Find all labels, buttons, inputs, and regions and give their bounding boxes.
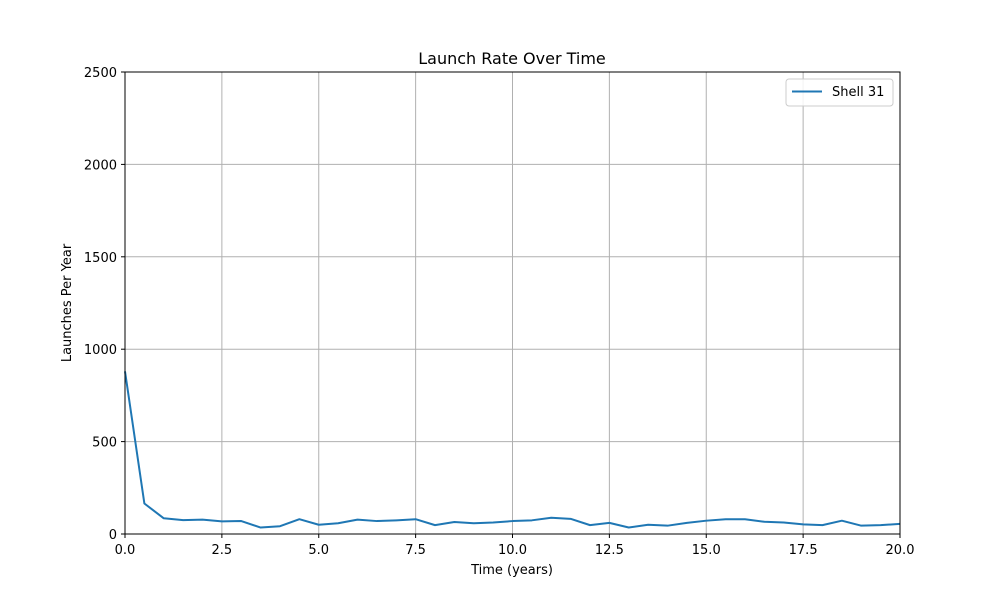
y-tick-label: 1000 [84,343,117,358]
series-layer [124,371,901,529]
legend-box [785,78,894,107]
x-axis-label: Time (years) [470,563,553,578]
y-axis: 0 500 1000 1500 2000 2500 [84,66,125,543]
x-tick-label: 10.0 [498,543,527,558]
y-tick-label: 1500 [84,251,117,266]
x-tick-label: 2.5 [212,543,233,558]
y-tick-label: 0 [109,528,117,543]
series-line-shell-31 [124,371,901,529]
chart-title: Launch Rate Over Time [418,49,606,68]
y-axis-label: Launches Per Year [60,243,75,362]
x-tick-label: 7.5 [405,543,426,558]
legend: Shell 31 [785,78,894,107]
x-tick-label: 15.0 [692,543,721,558]
y-tick-label: 2500 [84,66,117,81]
y-tick-label: 500 [92,436,117,451]
x-tick-label: 20.0 [886,543,915,558]
x-tick-label: 5.0 [308,543,329,558]
grid [124,71,901,535]
x-tick-label: 17.5 [789,543,818,558]
y-tick-label: 2000 [84,158,117,173]
x-tick-label: 12.5 [595,543,624,558]
x-axis: 0.0 2.5 5.0 7.5 10.0 12.5 15.0 17.5 20.0 [115,534,915,558]
x-tick-label: 0.0 [115,543,136,558]
legend-label: Shell 31 [832,85,884,100]
